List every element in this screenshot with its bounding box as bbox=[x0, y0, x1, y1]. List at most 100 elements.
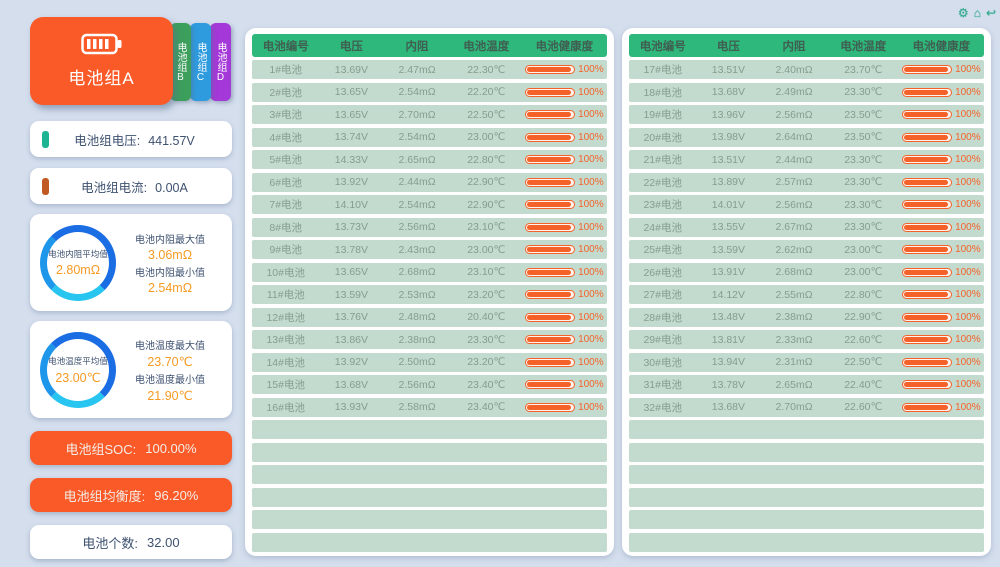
health-bar bbox=[902, 177, 953, 187]
table-cell: 1#电池 bbox=[269, 64, 303, 76]
health-bar bbox=[525, 132, 576, 142]
table-cell: 13.89V bbox=[711, 176, 746, 188]
tab-battery-group-c[interactable]: 电池组C bbox=[190, 23, 211, 101]
table-cell: 2.68mΩ bbox=[398, 266, 436, 278]
empty-row bbox=[629, 510, 984, 529]
table-row: 20#电池 13.98V 2.64mΩ 23.50℃ 100% bbox=[629, 127, 984, 147]
table-row: 12#电池 13.76V 2.48mΩ 20.40℃ 100% bbox=[252, 307, 607, 327]
table-row: 28#电池 13.48V 2.38mΩ 22.90℃ 100% bbox=[629, 307, 984, 327]
table-row: 14#电池 13.92V 2.50mΩ 23.20℃ 100% bbox=[252, 352, 607, 372]
column-header: 电池编号 bbox=[639, 40, 686, 53]
table-cell: 2.68mΩ bbox=[775, 266, 813, 278]
table-cell: 30#电池 bbox=[643, 356, 682, 369]
table-cell: 22.60℃ bbox=[844, 401, 883, 413]
health-percent: 100% bbox=[955, 86, 981, 98]
table-cell: 13.48V bbox=[711, 311, 746, 323]
temperature-min-label: 电池温度最小值 bbox=[135, 374, 205, 386]
tab-battery-group-d[interactable]: 电池组D bbox=[210, 23, 231, 101]
table-cell: 2.38mΩ bbox=[775, 311, 813, 323]
table-cell: 23.30℃ bbox=[844, 153, 883, 166]
table-cell: 23.00℃ bbox=[844, 243, 883, 256]
column-header: 电压 bbox=[339, 40, 363, 53]
table-cell: 13.86V bbox=[334, 333, 369, 346]
health-cell: 100% bbox=[899, 312, 984, 323]
resistance-avg-label: 电池内阻平均值 bbox=[48, 249, 108, 259]
table-cell: 27#电池 bbox=[643, 289, 682, 301]
table-cell: 23.30℃ bbox=[844, 221, 883, 233]
table-body: 17#电池 13.51V 2.40mΩ 23.70℃ 100% 18#电池 13.68V 2.… bbox=[629, 60, 984, 552]
health-bar bbox=[525, 312, 576, 322]
table-cell: 13.91V bbox=[711, 266, 746, 278]
column-header: 内阻 bbox=[405, 40, 429, 53]
health-bar-fill bbox=[904, 314, 948, 320]
health-percent: 100% bbox=[578, 266, 604, 278]
health-bar-fill bbox=[904, 224, 948, 230]
health-cell: 100% bbox=[522, 64, 607, 75]
home-icon[interactable]: ⌂ bbox=[973, 6, 981, 20]
health-cell: 100% bbox=[522, 334, 607, 345]
table-cell: 2.64mΩ bbox=[775, 131, 813, 143]
health-bar-fill bbox=[527, 134, 571, 140]
health-cell: 100% bbox=[522, 199, 607, 210]
gear-icon[interactable]: ⚙ bbox=[957, 6, 969, 20]
voltage-pill-icon bbox=[42, 130, 49, 148]
health-percent: 100% bbox=[578, 356, 604, 368]
health-bar-fill bbox=[527, 67, 571, 72]
table-cell: 23.20℃ bbox=[467, 288, 506, 301]
health-bar bbox=[902, 357, 953, 367]
table-cell: 13.98V bbox=[711, 131, 746, 143]
table-row: 6#电池 13.92V 2.44mΩ 22.90℃ 100% bbox=[252, 172, 607, 192]
health-bar-fill bbox=[904, 202, 948, 207]
table-cell: 13.51V bbox=[711, 63, 746, 76]
pack-current-text: 电池组电流: 0.00A bbox=[49, 177, 220, 196]
table-row: 26#电池 13.91V 2.68mΩ 23.00℃ 100% bbox=[629, 262, 984, 282]
table-cell: 10#电池 bbox=[266, 266, 305, 279]
table-cell: 2.56mΩ bbox=[398, 378, 436, 391]
tab-battery-group-a-active[interactable]: 电池组A bbox=[30, 17, 173, 105]
table-cell: 2.49mΩ bbox=[775, 86, 813, 98]
table-cell: 2.31mΩ bbox=[775, 356, 813, 368]
table-row: 7#电池 14.10V 2.54mΩ 22.90℃ 100% bbox=[252, 195, 607, 214]
resistance-max-value: 3.06mΩ bbox=[147, 247, 193, 262]
table-cell: 22.40℃ bbox=[844, 378, 883, 391]
health-bar bbox=[525, 177, 576, 187]
table-cell: 2.53mΩ bbox=[398, 288, 436, 301]
table-header: 电池编号 电压 内阻 电池温度 电池健康度 bbox=[252, 34, 607, 57]
resistance-summary-card: 电池内阻平均值 2.80mΩ 电池内阻最大值 3.06mΩ 电池内阻最小值 2.… bbox=[30, 214, 232, 311]
table-row: 13#电池 13.86V 2.38mΩ 23.30℃ 100% bbox=[252, 330, 607, 349]
table-cell: 21#电池 bbox=[643, 154, 682, 166]
health-cell: 100% bbox=[899, 244, 984, 255]
empty-row bbox=[629, 487, 984, 507]
health-percent: 100% bbox=[578, 131, 604, 143]
temperature-avg-value: 23.00℃ bbox=[55, 370, 101, 385]
health-percent: 100% bbox=[578, 199, 604, 210]
table-cell: 22.50℃ bbox=[467, 108, 506, 121]
table-cell: 25#电池 bbox=[643, 244, 682, 256]
health-cell: 100% bbox=[522, 379, 607, 390]
table-cell: 2.48mΩ bbox=[398, 311, 436, 323]
resistance-minmax: 电池内阻最大值 3.06mΩ 电池内阻最小值 2.54mΩ bbox=[116, 231, 224, 295]
active-group-label: 电池组A bbox=[68, 69, 135, 88]
table-cell: 13.65V bbox=[334, 86, 369, 98]
health-bar-fill bbox=[904, 382, 948, 387]
health-bar bbox=[902, 87, 953, 97]
soc-card: 电池组SOC: 100.00% bbox=[30, 431, 232, 465]
table-cell: 22.30℃ bbox=[467, 63, 506, 76]
health-cell: 100% bbox=[522, 109, 607, 120]
health-bar bbox=[525, 245, 576, 254]
table-cell: 23.30℃ bbox=[844, 198, 883, 211]
column-header: 电池健康度 bbox=[535, 40, 594, 53]
health-bar bbox=[525, 402, 576, 412]
back-icon[interactable]: ↩ bbox=[985, 6, 996, 20]
table-cell: 22.60℃ bbox=[844, 333, 883, 346]
health-bar-fill bbox=[527, 157, 571, 162]
health-bar bbox=[525, 110, 576, 119]
table-cell: 23.70℃ bbox=[844, 63, 883, 76]
table-cell: 14.12V bbox=[711, 288, 746, 301]
table-row: 2#电池 13.65V 2.54mΩ 22.20℃ 100% bbox=[252, 82, 607, 102]
health-bar-fill bbox=[904, 134, 948, 140]
table-cell: 2#电池 bbox=[269, 86, 303, 99]
resistance-min-label: 电池内阻最小值 bbox=[135, 267, 205, 279]
tab-battery-group-b[interactable]: 电池组B bbox=[170, 23, 191, 101]
table-row: 10#电池 13.65V 2.68mΩ 23.10℃ 100% bbox=[252, 262, 607, 282]
